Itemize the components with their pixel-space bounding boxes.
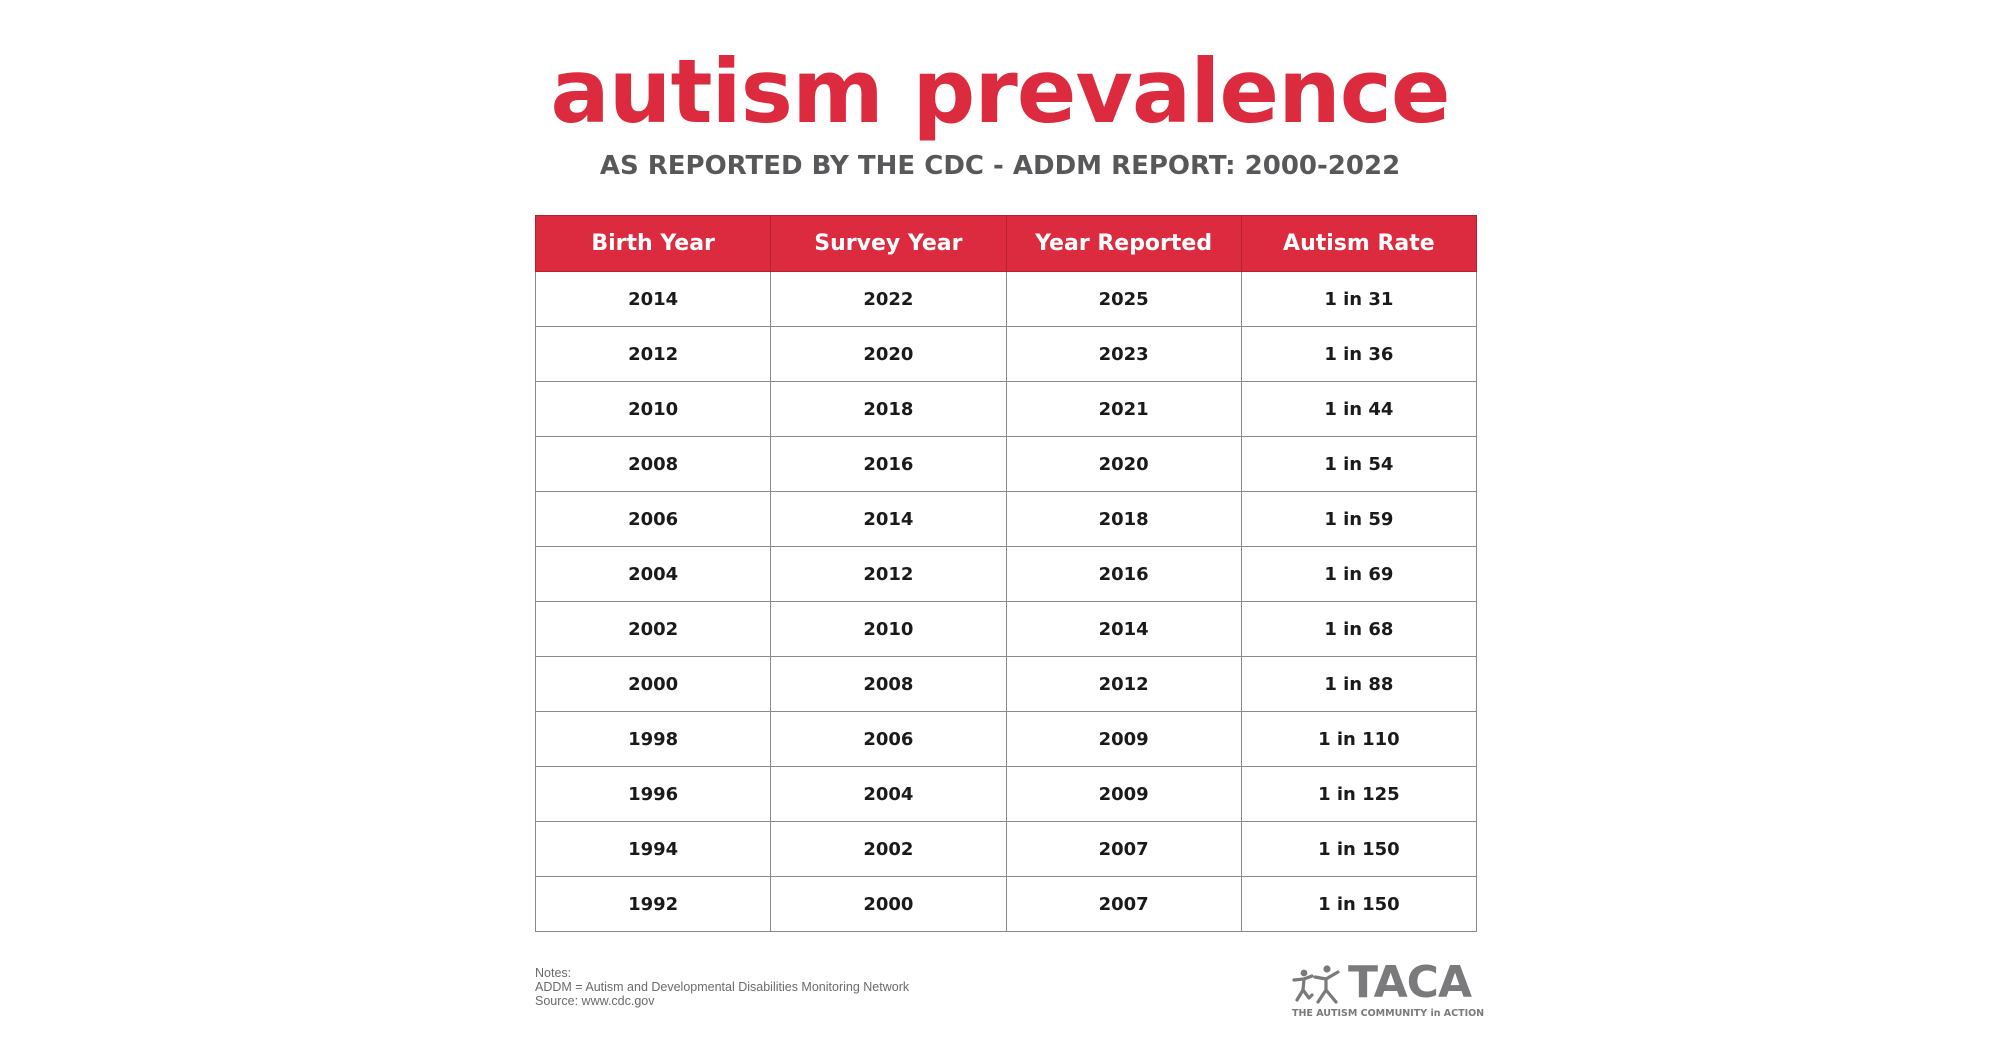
- cell-survey-year: 2010: [770, 601, 1007, 657]
- cell-autism-rate: 1 in 59: [1240, 491, 1478, 547]
- header-year-reported: Year Reported: [1005, 215, 1242, 272]
- notes-block: Notes: ADDM = Autism and Developmental D…: [535, 966, 909, 1008]
- table-row: 1996 2004 2009 1 in 125: [534, 766, 1478, 822]
- table-row: 2012 2020 2023 1 in 36: [534, 326, 1478, 382]
- cell-birth-year: 2002: [534, 601, 772, 657]
- cell-autism-rate: 1 in 88: [1240, 656, 1478, 712]
- cell-autism-rate: 1 in 36: [1240, 326, 1478, 382]
- cell-year-reported: 2021: [1005, 381, 1242, 437]
- cell-survey-year: 2002: [770, 821, 1007, 877]
- logo-wordmark: TACA: [1348, 957, 1472, 1008]
- cell-birth-year: 1992: [534, 876, 772, 932]
- cell-autism-rate: 1 in 68: [1240, 601, 1478, 657]
- table-row: 2002 2010 2014 1 in 68: [534, 601, 1478, 657]
- page-subtitle: AS REPORTED BY THE CDC - ADDM REPORT: 20…: [599, 151, 1401, 181]
- table-row: 2004 2012 2016 1 in 69: [534, 546, 1478, 602]
- taca-logo: TACA THE AUTISM COMMUNITY in ACTION: [1290, 958, 1485, 1022]
- cell-autism-rate: 1 in 150: [1240, 821, 1478, 877]
- cell-birth-year: 1998: [534, 711, 772, 767]
- cell-birth-year: 2008: [534, 436, 772, 492]
- cell-year-reported: 2009: [1005, 766, 1242, 822]
- table-row: 2010 2018 2021 1 in 44: [534, 381, 1478, 437]
- cell-survey-year: 2016: [770, 436, 1007, 492]
- cell-survey-year: 2014: [770, 491, 1007, 547]
- notes-addm-definition: ADDM = Autism and Developmental Disabili…: [535, 980, 910, 994]
- notes-heading: Notes:: [535, 966, 572, 980]
- table-row: 2014 2022 2025 1 in 31: [534, 271, 1478, 327]
- cell-birth-year: 2010: [534, 381, 772, 437]
- prevalence-table-container: Birth Year Survey Year Year Reported Aut…: [534, 215, 1478, 932]
- cell-autism-rate: 1 in 150: [1240, 876, 1478, 932]
- cell-survey-year: 2000: [770, 876, 1007, 932]
- cell-autism-rate: 1 in 69: [1240, 546, 1478, 602]
- cell-year-reported: 2016: [1005, 546, 1242, 602]
- cell-birth-year: 2004: [534, 546, 772, 602]
- cell-autism-rate: 1 in 44: [1240, 381, 1478, 437]
- cell-birth-year: 2014: [534, 271, 772, 327]
- cell-survey-year: 2012: [770, 546, 1007, 602]
- table-row: 2000 2008 2012 1 in 88: [534, 656, 1478, 712]
- cell-birth-year: 2000: [534, 656, 772, 712]
- table-row: 1998 2006 2009 1 in 110: [534, 711, 1478, 767]
- table-row: 2006 2014 2018 1 in 59: [534, 491, 1478, 547]
- cell-autism-rate: 1 in 110: [1240, 711, 1478, 767]
- cell-survey-year: 2018: [770, 381, 1007, 437]
- cell-survey-year: 2006: [770, 711, 1007, 767]
- prevalence-table: Birth Year Survey Year Year Reported Aut…: [534, 215, 1478, 932]
- cell-autism-rate: 1 in 125: [1240, 766, 1478, 822]
- table-row: 2008 2016 2020 1 in 54: [534, 436, 1478, 492]
- logo-tagline: THE AUTISM COMMUNITY in ACTION: [1292, 1008, 1485, 1019]
- page-title: autism prevalence: [550, 40, 1450, 143]
- cell-year-reported: 2007: [1005, 821, 1242, 877]
- cell-year-reported: 2020: [1005, 436, 1242, 492]
- table-row: 1992 2000 2007 1 in 150: [534, 876, 1478, 932]
- people-figures-icon: [1292, 965, 1340, 1004]
- cell-survey-year: 2004: [770, 766, 1007, 822]
- cell-year-reported: 2009: [1005, 711, 1242, 767]
- table-header-row: Birth Year Survey Year Year Reported Aut…: [534, 215, 1478, 272]
- table-row: 1994 2002 2007 1 in 150: [534, 821, 1478, 877]
- cell-year-reported: 2014: [1005, 601, 1242, 657]
- notes-source: Source: www.cdc.gov: [535, 994, 655, 1008]
- cell-survey-year: 2022: [770, 271, 1007, 327]
- cell-year-reported: 2023: [1005, 326, 1242, 382]
- cell-year-reported: 2007: [1005, 876, 1242, 932]
- header-survey-year: Survey Year: [770, 215, 1007, 272]
- header-autism-rate: Autism Rate: [1240, 215, 1478, 272]
- cell-year-reported: 2012: [1005, 656, 1242, 712]
- cell-birth-year: 1994: [534, 821, 772, 877]
- cell-autism-rate: 1 in 54: [1240, 436, 1478, 492]
- cell-survey-year: 2008: [770, 656, 1007, 712]
- header-birth-year: Birth Year: [534, 215, 772, 272]
- cell-year-reported: 2025: [1005, 271, 1242, 327]
- cell-birth-year: 2006: [534, 491, 772, 547]
- cell-birth-year: 2012: [534, 326, 772, 382]
- cell-autism-rate: 1 in 31: [1240, 271, 1478, 327]
- cell-year-reported: 2018: [1005, 491, 1242, 547]
- cell-birth-year: 1996: [534, 766, 772, 822]
- cell-survey-year: 2020: [770, 326, 1007, 382]
